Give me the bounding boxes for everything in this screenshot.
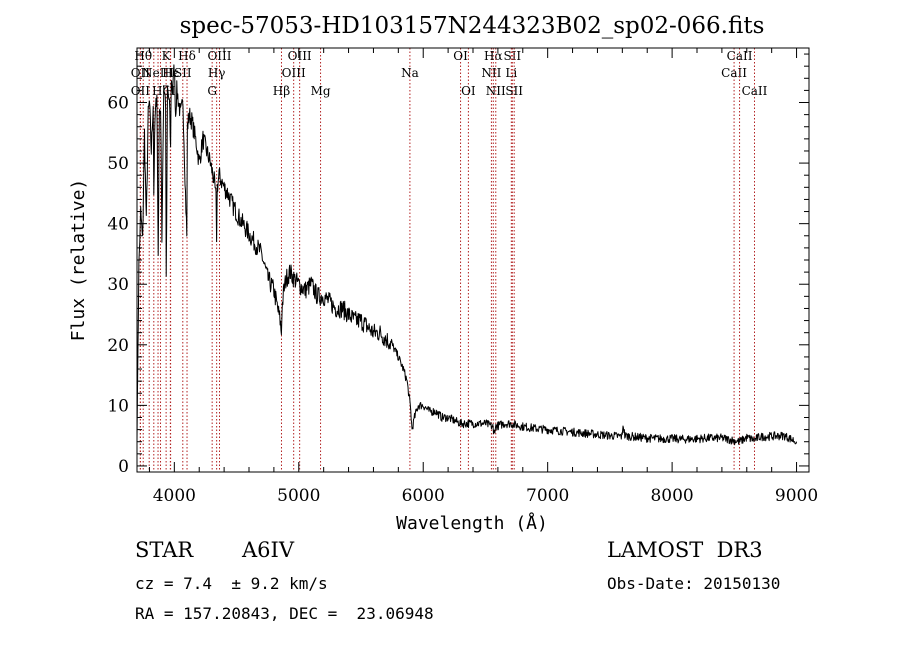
redshift-velocity: cz = 7.4 ± 9.2 km/s <box>135 574 328 593</box>
line-marker-label-17: OIII <box>288 49 312 63</box>
line-marker-label-22: NII <box>481 66 501 80</box>
line-marker-label-15: Hβ <box>273 84 290 98</box>
line-marker-label-28: CaII <box>721 66 747 80</box>
line-marker-label-16: OIII <box>282 66 306 80</box>
line-marker-label-30: CaII <box>742 84 768 98</box>
line-marker-label-14: OIII <box>207 49 231 63</box>
x-axis: 4000 5000 6000 7000 8000 9000 <box>148 48 818 506</box>
chart-title: spec-57053-HD103157N244323B02_sp02-066.f… <box>180 13 765 39</box>
spectrum-series <box>136 64 798 446</box>
y-tick-label-30: 30 <box>107 275 129 295</box>
line-marker-label-13: Hγ <box>208 66 226 80</box>
survey-name: LAMOST DR3 <box>607 538 763 562</box>
line-marker-label-23: Hα <box>484 49 503 63</box>
line-marker-label-26: SII <box>503 49 521 63</box>
line-marker-label-18: Mg <box>311 84 331 98</box>
y-tick-label-50: 50 <box>107 154 129 174</box>
line-marker-label-21: OI <box>461 84 476 98</box>
line-marker-label-25: Li <box>505 66 517 80</box>
spectral-subclass: A6IV <box>242 538 294 562</box>
line-marker-label-0: Hθ <box>134 49 152 63</box>
y-tick-label-0: 0 <box>118 457 129 477</box>
line-markers: HθOIIOIINeIIIHζKHHεHδSIIGHγOIIIHβOIIIOII… <box>131 48 768 472</box>
x-tick-label-4000: 4000 <box>153 486 196 506</box>
line-marker-label-20: OI <box>453 49 468 63</box>
y-axis-title: Flux (relative) <box>68 179 89 342</box>
plot-frame <box>136 47 810 473</box>
x-tick-label-7000: 7000 <box>526 486 569 506</box>
y-tick-label-60: 60 <box>107 94 129 114</box>
line-marker-label-19: Na <box>401 66 419 80</box>
line-marker-label-29: CaII <box>727 49 753 63</box>
line-marker-label-10: Hδ <box>178 49 196 63</box>
x-axis-title: Wavelength (Å) <box>396 512 548 534</box>
x-tick-label-5000: 5000 <box>277 486 320 506</box>
line-marker-label-12: G <box>207 84 217 98</box>
x-tick-label-6000: 6000 <box>402 486 445 506</box>
observation-date: Obs-Date: 20150130 <box>607 574 781 593</box>
line-marker-label-2: OII <box>131 84 151 98</box>
line-marker-label-7: K <box>162 49 172 63</box>
x-tick-label-8000: 8000 <box>650 486 693 506</box>
y-tick-label-20: 20 <box>107 336 129 356</box>
line-marker-label-24: NII <box>486 84 506 98</box>
flux-line <box>136 64 798 446</box>
y-tick-label-10: 10 <box>107 396 129 416</box>
x-tick-label-9000: 9000 <box>775 486 818 506</box>
object-class: STAR <box>135 538 194 562</box>
y-axis: 0 10 20 30 40 50 60 <box>107 53 809 477</box>
coordinates: RA = 157.20843, DEC = 23.06948 <box>135 604 434 623</box>
y-tick-label-40: 40 <box>107 215 129 235</box>
line-marker-label-11: SII <box>174 66 192 80</box>
line-marker-label-27: SII <box>505 84 523 98</box>
